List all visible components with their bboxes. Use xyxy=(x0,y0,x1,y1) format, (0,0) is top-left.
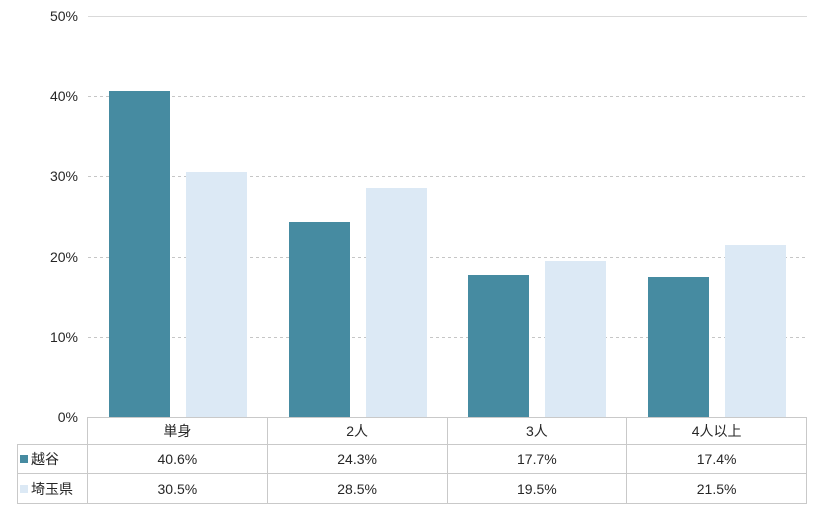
table-value-row1-col1: 40.6% xyxy=(88,445,268,474)
y-axis-tick-label: 50% xyxy=(49,8,78,24)
legend-swatch-icon xyxy=(20,455,28,463)
table-corner-cell xyxy=(17,417,88,445)
bar-series2-cat2 xyxy=(366,188,427,417)
gridline-40pct xyxy=(88,96,807,97)
table-column-header-1: 単身 xyxy=(88,417,268,445)
bar-series2-cat4 xyxy=(725,245,786,417)
bar-series1-cat1 xyxy=(109,91,170,417)
gridline-50pct xyxy=(88,16,807,17)
table-column-header-4: 4人以上 xyxy=(627,417,807,445)
table-value-row2-col2: 28.5% xyxy=(267,474,448,504)
table-value-row1-col3: 17.7% xyxy=(447,445,628,474)
table-value-row1-col4: 17.4% xyxy=(627,445,807,474)
bar-series1-cat2 xyxy=(289,222,350,417)
bar-series1-cat3 xyxy=(468,275,529,417)
table-value-row2-col1: 30.5% xyxy=(88,474,268,504)
y-axis-tick-label: 20% xyxy=(49,249,78,265)
table-value-row2-col4: 21.5% xyxy=(627,474,807,504)
y-axis-tick-label: 10% xyxy=(49,329,78,345)
bar-series2-cat3 xyxy=(545,261,606,417)
y-axis-tick-label: 30% xyxy=(49,168,78,184)
y-axis-tick-label: 40% xyxy=(49,88,78,104)
table-column-header-2: 2人 xyxy=(267,417,448,445)
table-value-row2-col3: 19.5% xyxy=(447,474,628,504)
legend-label: 越谷 xyxy=(31,451,59,467)
y-axis-tick-label: 0% xyxy=(57,409,78,425)
legend-swatch-icon xyxy=(20,484,28,493)
legend-cell-1: 越谷 xyxy=(17,445,88,474)
table-value-row1-col2: 24.3% xyxy=(267,445,448,474)
data-table: 単身 2人 3人 4人以上越谷 40.6% 24.3% 17.7% 17.4% 埼玉県 30.5%… xyxy=(17,417,807,504)
legend-cell-2: 埼玉県 xyxy=(17,474,88,504)
table-column-header-3: 3人 xyxy=(447,417,628,445)
bar-series2-cat1 xyxy=(186,172,247,417)
bar-series1-cat4 xyxy=(648,277,709,417)
legend-label: 埼玉県 xyxy=(31,480,73,497)
